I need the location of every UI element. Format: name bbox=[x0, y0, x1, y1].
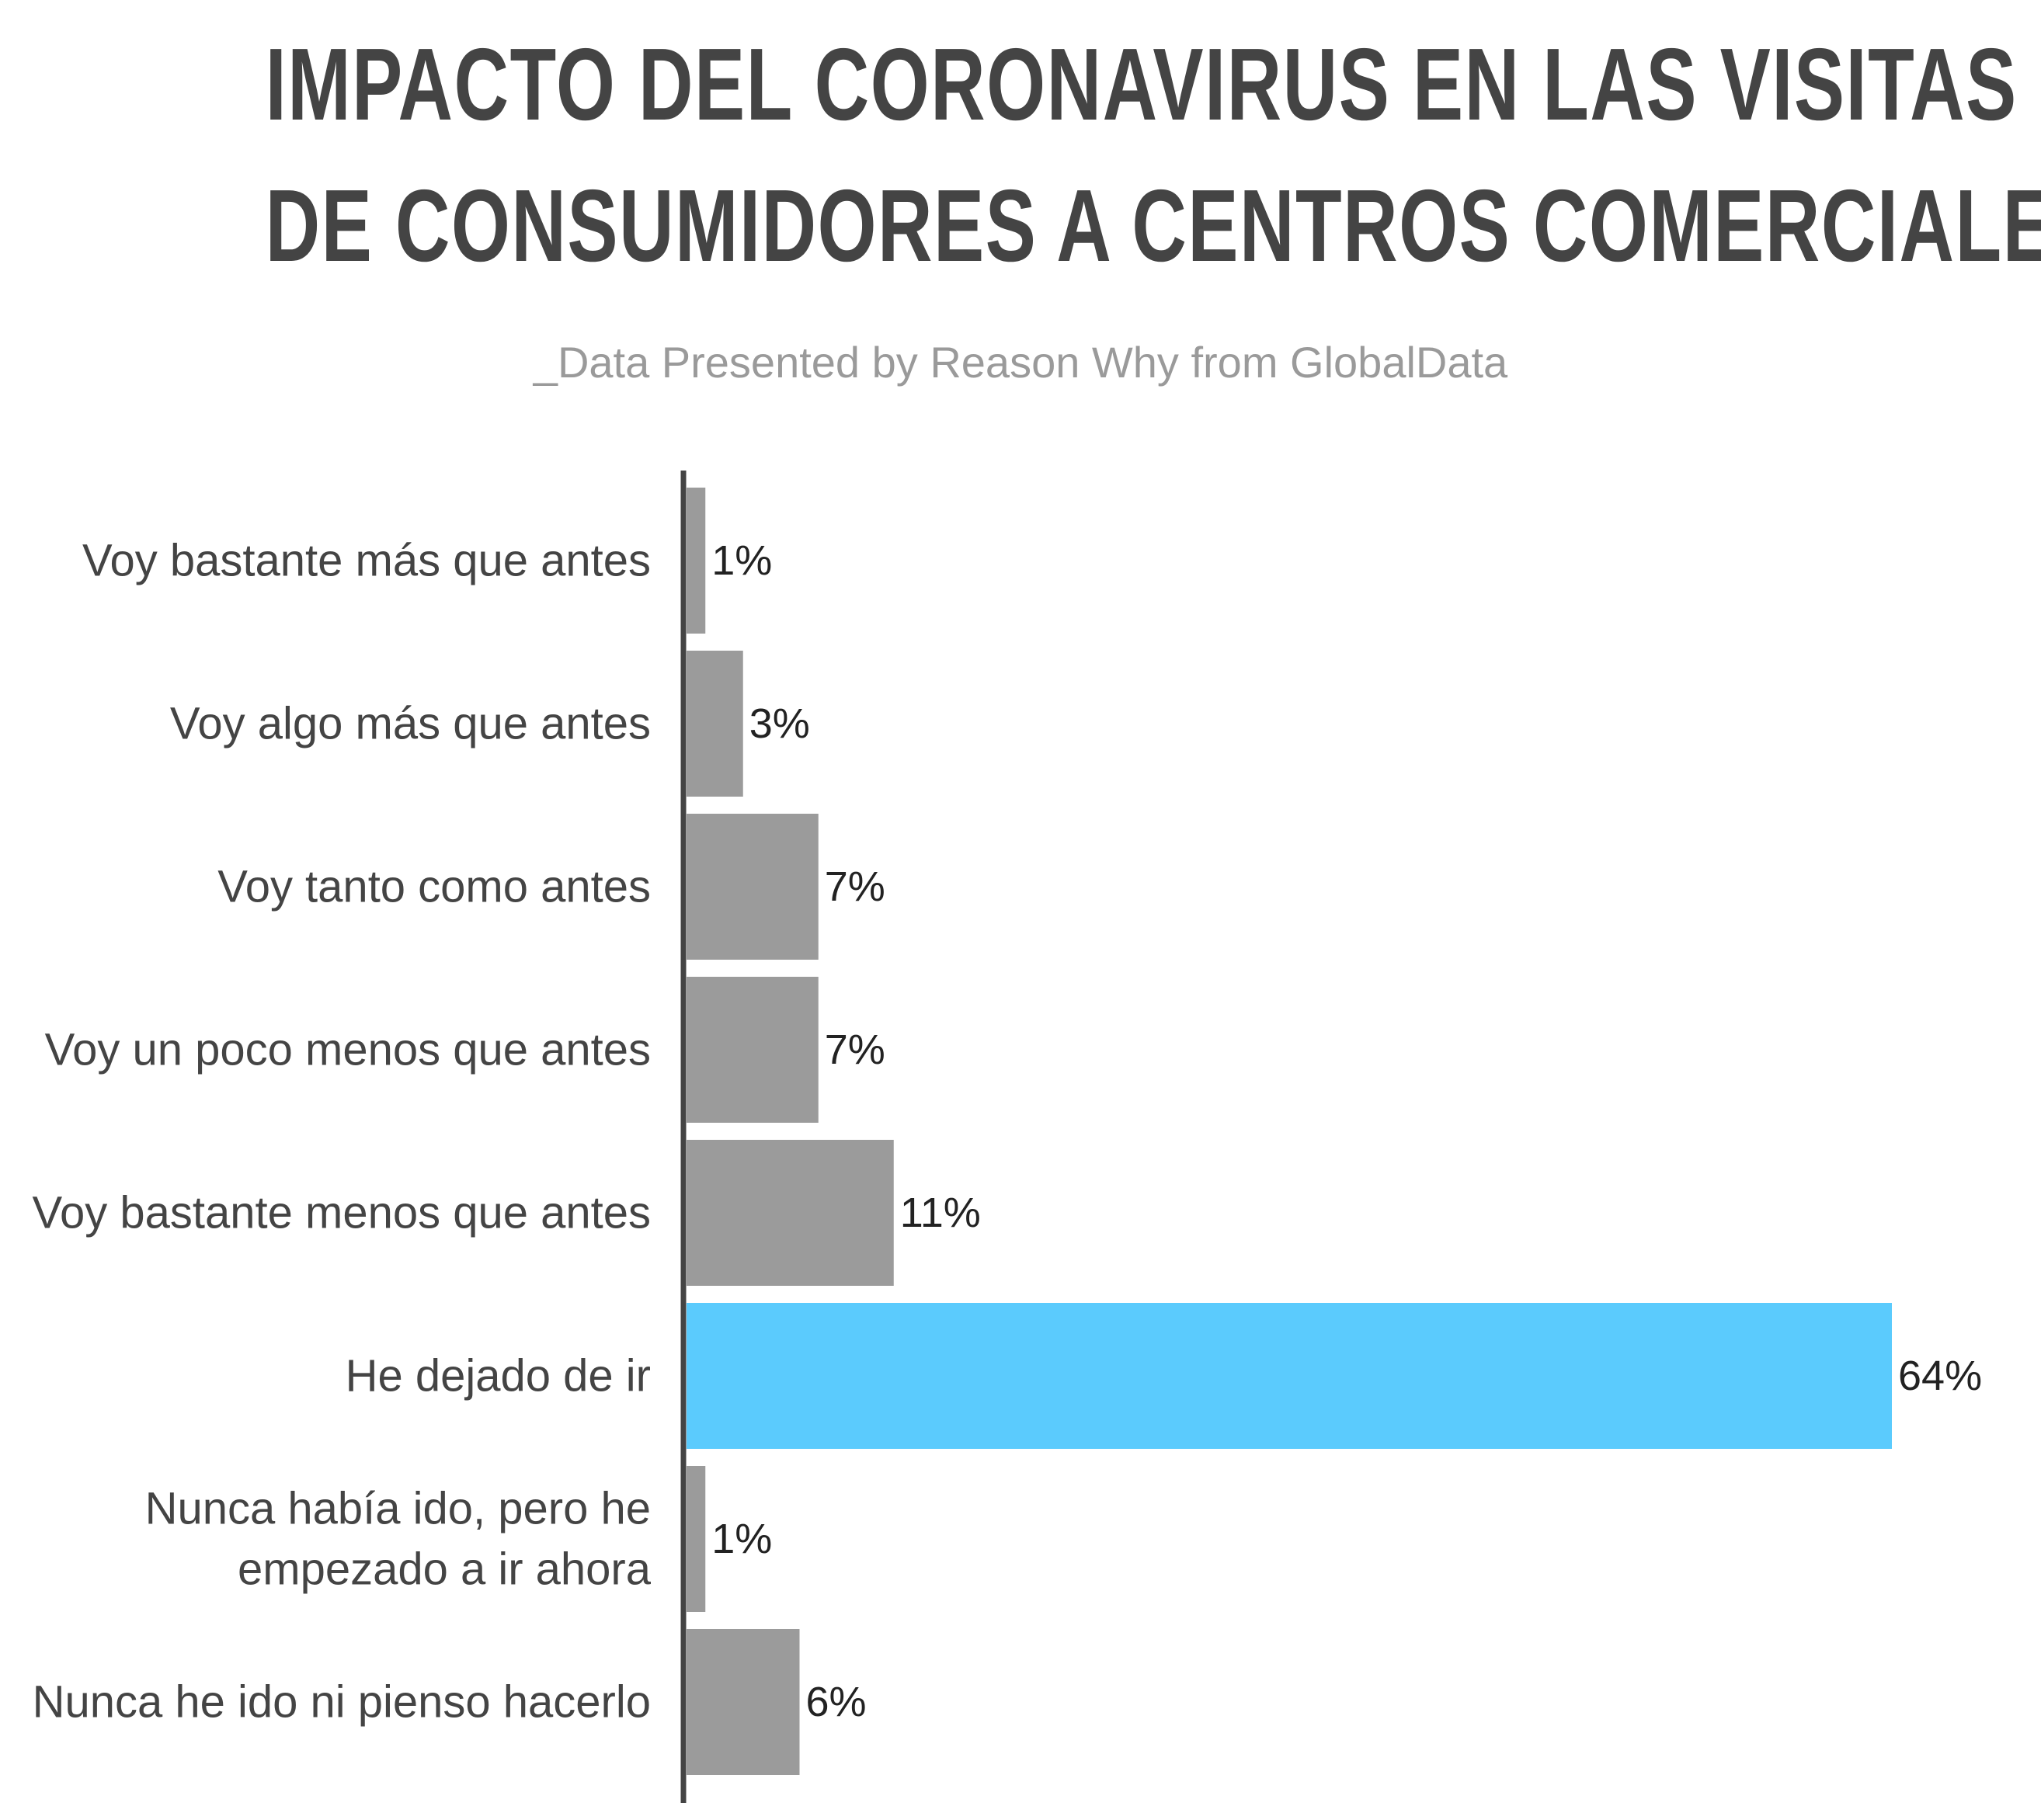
value-label-2: 7% bbox=[825, 863, 885, 910]
chart-subtitle: _Data Presented by Reason Why from Globa… bbox=[533, 338, 1508, 387]
category-label-line: Voy tanto como antes bbox=[217, 862, 651, 912]
category-label-line: empezado a ir ahora bbox=[238, 1544, 652, 1595]
bar-1 bbox=[687, 651, 743, 797]
value-label-6: 1% bbox=[711, 1516, 772, 1562]
value-label-3: 7% bbox=[825, 1026, 885, 1073]
bar-6 bbox=[687, 1466, 706, 1612]
chart-title-line-1: IMPACTO DEL CORONAVIRUS EN LAS VISITAS bbox=[265, 27, 2018, 141]
value-label-4: 11% bbox=[900, 1190, 981, 1236]
bar-0 bbox=[687, 488, 706, 634]
category-label-5: He dejado de ir bbox=[346, 1351, 651, 1401]
category-label-0: Voy bastante más que antes bbox=[82, 536, 651, 586]
category-label-line: He dejado de ir bbox=[346, 1351, 651, 1401]
category-label-1: Voy algo más que antes bbox=[170, 699, 651, 749]
category-label-3: Voy un poco menos que antes bbox=[45, 1025, 651, 1075]
value-label-1: 3% bbox=[749, 700, 810, 747]
category-label-2: Voy tanto como antes bbox=[217, 862, 651, 912]
bar-4 bbox=[687, 1140, 894, 1286]
bar-3 bbox=[687, 977, 819, 1123]
category-label-6: Nunca había ido, pero he empezado a ir ah… bbox=[145, 1484, 652, 1595]
category-label-7: Nunca he ido ni pienso hacerlo bbox=[33, 1677, 651, 1728]
value-label-5: 64% bbox=[1898, 1353, 1982, 1399]
category-label-line: Nunca he ido ni pienso hacerlo bbox=[33, 1677, 651, 1728]
category-label-line: Voy algo más que antes bbox=[170, 699, 651, 749]
chart-title-line-2: DE CONSUMIDORES A CENTROS COMERCIALES bbox=[265, 168, 2041, 283]
value-labels-layer: 1% 3% 7% 7% 11% 64% 1% 6% bbox=[711, 537, 1982, 1725]
category-labels-layer: Voy bastante más que antes Voy algo más q… bbox=[33, 536, 652, 1728]
bar-5 bbox=[687, 1303, 1892, 1449]
bars-layer bbox=[687, 488, 1892, 1775]
bar-7 bbox=[687, 1629, 800, 1775]
bar-2 bbox=[687, 814, 819, 960]
category-label-line: Nunca había ido, pero he bbox=[145, 1484, 651, 1534]
chart-title: IMPACTO DEL CORONAVIRUS EN LAS VISITAS D… bbox=[265, 14, 2041, 297]
value-label-7: 6% bbox=[806, 1679, 867, 1725]
category-label-line: Voy bastante más que antes bbox=[82, 536, 651, 586]
value-label-0: 1% bbox=[711, 537, 772, 584]
category-label-line: Voy bastante menos que antes bbox=[33, 1188, 651, 1238]
category-label-4: Voy bastante menos que antes bbox=[33, 1188, 651, 1238]
category-label-line: Voy un poco menos que antes bbox=[45, 1025, 651, 1075]
